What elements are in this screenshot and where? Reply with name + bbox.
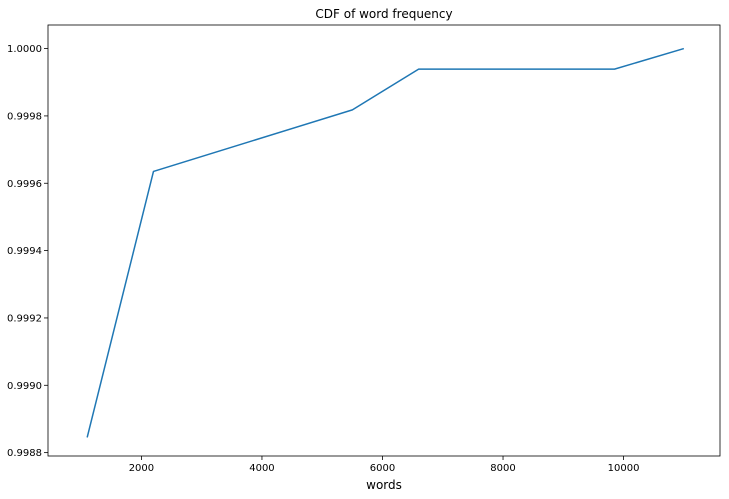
y-tick-label-1: 0.9990: [7, 381, 42, 392]
y-tick-label-3: 0.9994: [7, 246, 42, 257]
x-tick-label-2: 6000: [370, 463, 395, 474]
y-tick-label-5: 0.9998: [7, 111, 42, 122]
plot-frame: [47, 24, 721, 457]
series-line-0: [86, 47, 685, 438]
x-tick-label-0: 2000: [129, 463, 154, 474]
x-tick-label-3: 8000: [490, 463, 515, 474]
chart-title: CDF of word frequency: [315, 7, 452, 21]
x-tick-label-1: 4000: [249, 463, 274, 474]
y-tick-label-2: 0.9992: [7, 313, 42, 324]
x-axis-label: words: [366, 478, 402, 492]
y-tick-label-0: 0.9988: [7, 448, 42, 459]
x-tick-label-4: 10000: [608, 463, 640, 474]
plot-area: 2000 4000 6000 8000 10000 0.9988 0.9990 0.9992 0…: [7, 24, 721, 474]
y-tick-label-6: 1.0000: [7, 44, 42, 55]
y-tick-label-4: 0.9996: [7, 179, 42, 190]
